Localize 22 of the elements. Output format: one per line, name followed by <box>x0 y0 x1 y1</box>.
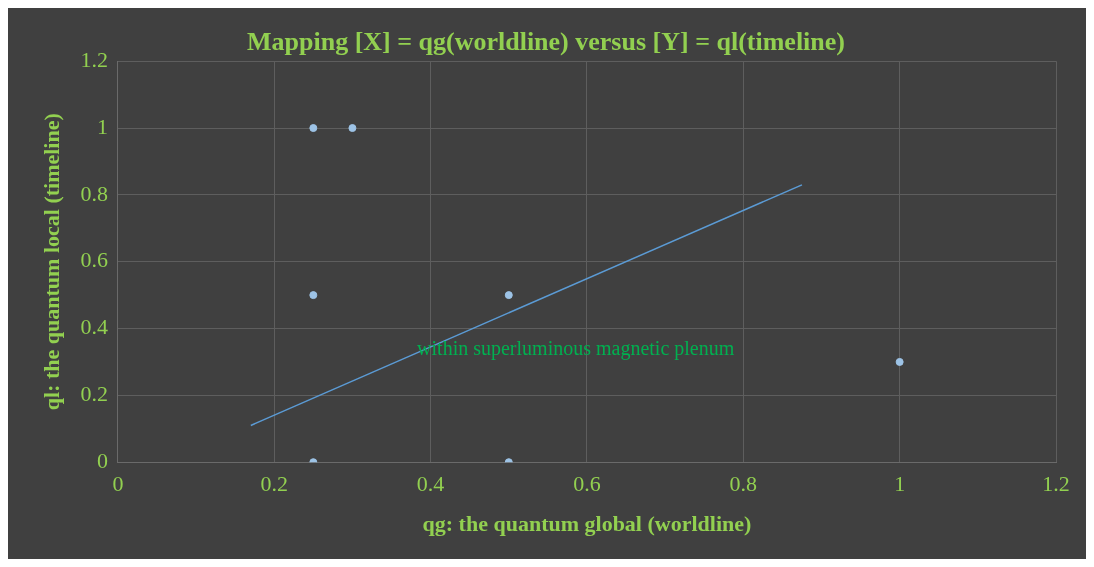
point <box>895 357 904 366</box>
x-tick-label: 0.6 <box>573 471 601 497</box>
x-tick-label: 0.4 <box>416 471 445 497</box>
x-axis-title: qg: the quantum global (worldline) <box>422 511 752 537</box>
x-tick-label: 0.8 <box>729 471 758 497</box>
y-tick-label: 0 <box>96 447 108 473</box>
x-tick-label: 0 <box>112 471 124 497</box>
y-tick-label: 0.8 <box>80 180 108 206</box>
point <box>309 124 318 133</box>
y-tick-label: 0.4 <box>80 314 108 340</box>
y-tick-label: 0.2 <box>80 381 108 407</box>
y-tick-label: 1 <box>96 113 108 139</box>
x-tick-label: 1 <box>894 471 906 497</box>
point <box>309 291 318 300</box>
chart-title: Mapping [X] = qg(worldline) versus [Y] = ql(timeline) <box>247 27 845 57</box>
point <box>348 124 357 133</box>
y-tick-label: 0.6 <box>80 247 108 273</box>
x-tick-label: 1.2 <box>1042 471 1070 497</box>
point <box>504 291 513 300</box>
y-axis-title: ql: the quantum local (timeline) <box>38 113 64 411</box>
y-tick-label: 1.2 <box>80 46 108 72</box>
x-tick-label: 0.2 <box>260 471 288 497</box>
